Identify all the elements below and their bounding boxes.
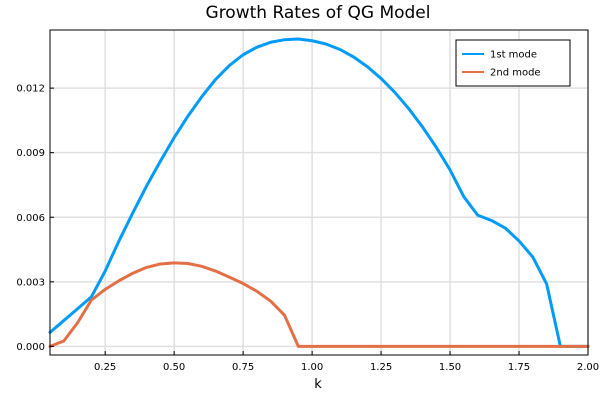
- x-ticks: 0.25 0.50 0.75 1.00 1.25 1.50 1.75 2.00: [94, 351, 599, 373]
- plot-series: [48, 37, 590, 348]
- x-tick-label: 1.50: [439, 362, 461, 373]
- x-tick-label: 2.00: [577, 362, 599, 373]
- x-tick-label: 0.75: [232, 362, 254, 373]
- series-line-2: [48, 261, 590, 348]
- y-tick-label: 0.000: [16, 342, 45, 353]
- y-tick-label: 0.006: [16, 213, 45, 224]
- y-tick-label: 0.012: [16, 84, 45, 95]
- x-tick-label: 1.00: [301, 362, 323, 373]
- legend-label-2: 2nd mode: [490, 68, 541, 79]
- chart-title: Growth Rates of QG Model: [206, 3, 431, 23]
- legend: 1st mode 2nd mode: [455, 39, 571, 87]
- x-tick-label: 0.50: [163, 362, 185, 373]
- x-axis-label: k: [314, 377, 322, 392]
- legend-box: [455, 39, 571, 87]
- y-ticks: 0.000 0.003 0.006 0.009 0.012: [16, 84, 54, 353]
- y-tick-label: 0.003: [16, 277, 45, 288]
- x-tick-label: 0.25: [94, 362, 116, 373]
- legend-label-1: 1st mode: [490, 50, 537, 61]
- x-tick-label: 1.75: [508, 362, 530, 373]
- y-tick-label: 0.009: [16, 148, 45, 159]
- x-tick-label: 1.25: [370, 362, 392, 373]
- series-line-1: [48, 37, 590, 348]
